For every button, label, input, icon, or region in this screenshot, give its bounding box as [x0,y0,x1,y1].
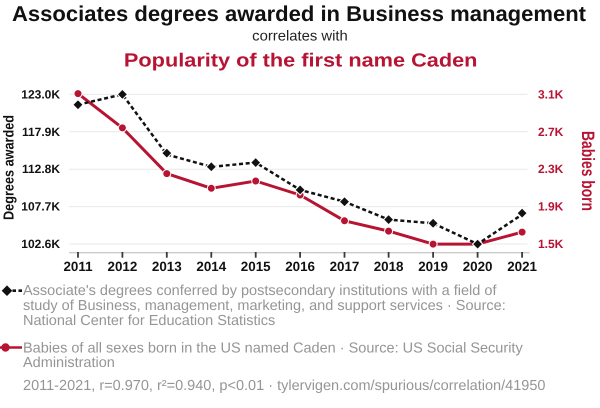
svg-text:1.9K: 1.9K [538,200,564,214]
svg-text:117.9K: 117.9K [22,125,60,139]
svg-text:study of Business, management,: study of Business, management, marketing… [23,298,506,314]
svg-text:2011-2021, r=0.970, r²=0.940,: 2011-2021, r=0.970, r²=0.940, p<0.01 · t… [23,378,545,394]
svg-text:2.3K: 2.3K [538,162,564,176]
svg-text:1.5K: 1.5K [538,237,564,251]
svg-text:107.7K: 107.7K [21,200,60,214]
svg-text:2017: 2017 [330,259,360,274]
svg-text:112.8K: 112.8K [22,162,60,176]
svg-text:2019: 2019 [418,259,448,274]
svg-text:2016: 2016 [285,259,315,274]
svg-text:2014: 2014 [196,259,226,274]
svg-text:102.6K: 102.6K [21,237,60,251]
svg-text:Popularity of the first name C: Popularity of the first name Caden [124,51,478,72]
svg-text:National Center for Education: National Center for Education Statistics [23,313,275,329]
svg-text:3.1K: 3.1K [538,87,564,101]
svg-text:Associates degrees awarded in: Associates degrees awarded in Business m… [12,2,586,26]
svg-text:Babies born: Babies born [578,131,598,211]
svg-text:Administration: Administration [23,355,115,371]
svg-text:2013: 2013 [152,259,182,274]
svg-text:2.7K: 2.7K [538,125,564,139]
svg-text:2020: 2020 [463,259,493,274]
svg-text:123.0K: 123.0K [21,87,60,101]
svg-text:2021: 2021 [507,259,537,274]
svg-text:Degrees awarded: Degrees awarded [1,115,17,220]
svg-text:Babies of all sexes born in th: Babies of all sexes born in the US named… [23,340,523,356]
svg-text:2012: 2012 [108,259,138,274]
svg-text:2015: 2015 [241,259,271,274]
svg-text:2018: 2018 [374,259,404,274]
svg-text:2011: 2011 [63,259,93,274]
svg-text:correlates with: correlates with [252,29,348,45]
svg-text:Associate's degrees conferred: Associate's degrees conferred by postsec… [23,283,497,299]
